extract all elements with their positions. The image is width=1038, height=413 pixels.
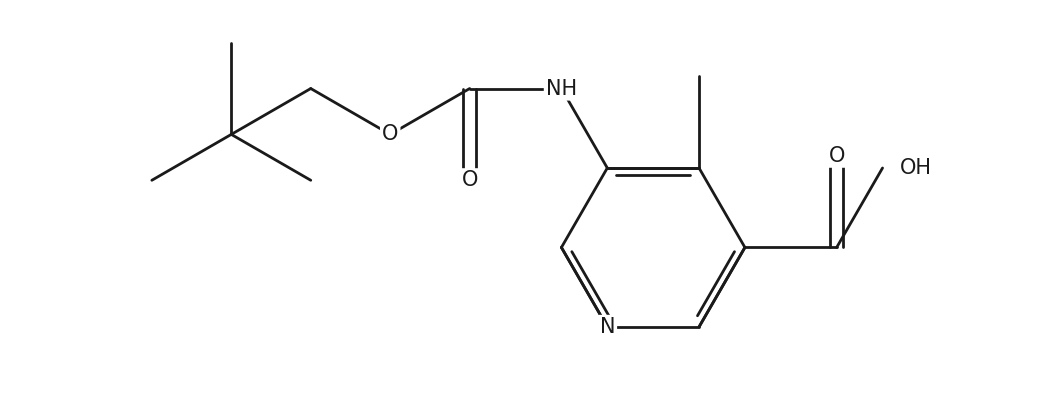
Text: O: O: [382, 124, 399, 145]
Text: OH: OH: [900, 158, 932, 178]
Text: NH: NH: [546, 78, 577, 99]
Text: O: O: [828, 146, 845, 166]
Text: N: N: [600, 317, 616, 337]
Text: O: O: [462, 170, 477, 190]
